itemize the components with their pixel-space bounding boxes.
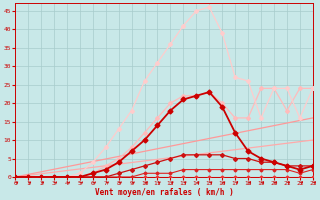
X-axis label: Vent moyen/en rafales ( km/h ): Vent moyen/en rafales ( km/h ) bbox=[95, 188, 233, 197]
